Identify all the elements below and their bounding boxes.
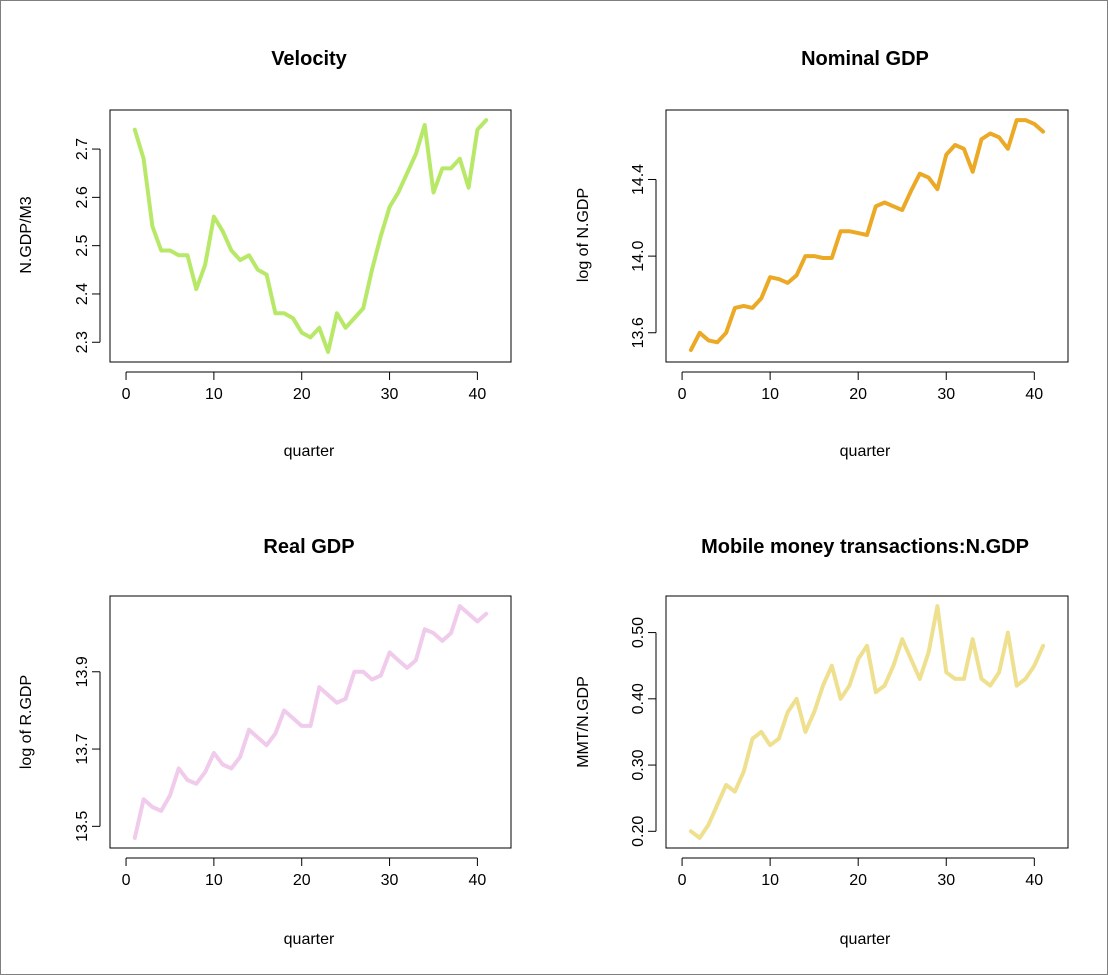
x-tick-label: 0 [678, 872, 687, 889]
x-axis-label: quarter [840, 443, 891, 460]
panel-velocity: Velocity quarter N.GDP/M3 [18, 48, 348, 460]
y-tick-label: 2.5 [74, 234, 91, 256]
chart-title: Nominal GDP [801, 48, 929, 70]
chart-title: Real GDP [263, 536, 354, 558]
x-axis-label: quarter [284, 931, 335, 948]
y-tick-label: 0.50 [630, 617, 647, 648]
panel-nominal-gdp: Nominal GDP quarter log of N.GDP [575, 48, 929, 460]
y-tick-label: 2.7 [74, 138, 91, 160]
x-tick-label: 30 [381, 386, 399, 403]
x-tick-label: 40 [1025, 872, 1043, 889]
y-tick-label: 0.40 [630, 683, 647, 714]
x-tick-label: 10 [761, 386, 779, 403]
y-tick-label: 14.4 [630, 164, 647, 195]
y-tick-label: 14.0 [630, 240, 647, 271]
x-tick-label: 10 [761, 872, 779, 889]
series-line [132, 118, 489, 354]
y-tick-label: 13.6 [630, 317, 647, 348]
x-tick-label: 30 [937, 872, 955, 889]
y-tick-label: 13.7 [74, 733, 91, 764]
x-tick-label: 10 [205, 872, 223, 889]
x-tick-label: 40 [1025, 386, 1043, 403]
y-tick-label: 0.20 [630, 816, 647, 847]
y-tick-label: 2.3 [74, 331, 91, 353]
y-tick-label: 13.9 [74, 656, 91, 687]
y-axis-label: MMT/N.GDP [575, 676, 592, 768]
x-tick-label: 30 [937, 386, 955, 403]
x-tick-label: 30 [381, 872, 399, 889]
y-axis-label: N.GDP/M3 [18, 196, 35, 273]
panel-mobile-money: Mobile money transactions:N.GDP quarter … [575, 536, 1029, 948]
y-axis-label: log of R.GDP [18, 675, 35, 769]
y-tick-label: 2.4 [74, 283, 91, 305]
plot-area [109, 109, 512, 363]
x-tick-label: 10 [205, 386, 223, 403]
plot-area [665, 595, 1069, 849]
series-line [688, 118, 1046, 352]
x-tick-label: 20 [849, 386, 867, 403]
plot-area [109, 595, 512, 849]
x-tick-label: 20 [849, 872, 867, 889]
x-tick-label: 0 [678, 386, 687, 403]
x-tick-label: 20 [293, 872, 311, 889]
x-tick-label: 20 [293, 386, 311, 403]
series-line [688, 604, 1046, 840]
y-tick-label: 13.5 [74, 811, 91, 842]
chart-title: Mobile money transactions:N.GDP [701, 536, 1029, 558]
x-axis-label: quarter [840, 931, 891, 948]
y-axis-label: log of N.GDP [575, 188, 592, 282]
panel-real-gdp: Real GDP quarter log of R.GDP [18, 536, 355, 948]
x-axis-label: quarter [284, 443, 335, 460]
y-tick-label: 2.6 [74, 186, 91, 208]
plot-area [665, 109, 1069, 363]
x-tick-label: 0 [122, 386, 131, 403]
x-tick-label: 40 [468, 386, 486, 403]
chart-title: Velocity [271, 48, 347, 70]
series-line [132, 604, 489, 840]
x-tick-label: 40 [468, 872, 486, 889]
y-tick-label: 0.30 [630, 749, 647, 780]
x-tick-label: 0 [122, 872, 131, 889]
